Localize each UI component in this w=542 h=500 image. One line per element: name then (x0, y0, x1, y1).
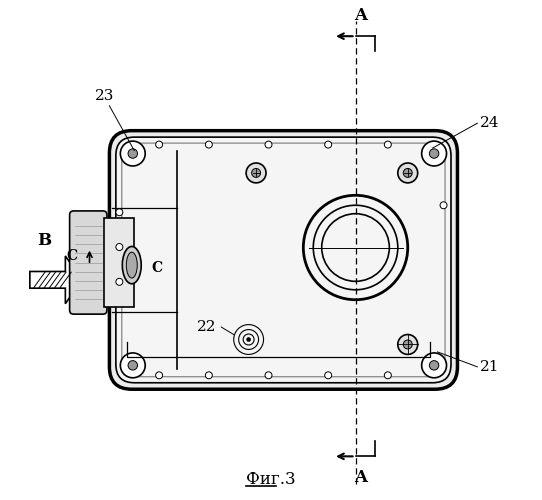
Circle shape (156, 372, 163, 379)
Circle shape (156, 141, 163, 148)
Circle shape (429, 149, 439, 158)
Ellipse shape (126, 252, 137, 278)
Text: C: C (152, 260, 163, 274)
Circle shape (422, 353, 447, 378)
Circle shape (265, 141, 272, 148)
Circle shape (116, 278, 123, 285)
Circle shape (246, 163, 266, 183)
Text: 21: 21 (480, 360, 499, 374)
FancyBboxPatch shape (109, 130, 457, 389)
FancyBboxPatch shape (69, 211, 107, 314)
Circle shape (205, 141, 212, 148)
Circle shape (398, 163, 418, 183)
Ellipse shape (122, 246, 141, 284)
Circle shape (247, 338, 250, 342)
Text: A: A (354, 469, 367, 486)
Circle shape (325, 372, 332, 379)
FancyBboxPatch shape (116, 137, 451, 383)
Circle shape (429, 360, 439, 370)
Circle shape (128, 149, 138, 158)
Circle shape (325, 141, 332, 148)
Circle shape (251, 168, 261, 177)
Text: 23: 23 (95, 90, 114, 104)
Circle shape (265, 372, 272, 379)
Bar (105, 218, 134, 306)
Circle shape (384, 141, 391, 148)
Circle shape (120, 353, 145, 378)
Text: 22: 22 (197, 320, 216, 334)
Circle shape (120, 141, 145, 166)
Text: 24: 24 (480, 116, 499, 130)
Text: B: B (37, 232, 51, 248)
Text: A: A (354, 7, 367, 24)
Circle shape (116, 208, 123, 216)
Circle shape (403, 340, 412, 349)
Circle shape (384, 372, 391, 379)
Circle shape (128, 360, 138, 370)
Circle shape (398, 334, 418, 354)
Text: Фиг.3: Фиг.3 (246, 470, 296, 488)
Circle shape (422, 141, 447, 166)
Circle shape (205, 372, 212, 379)
Circle shape (440, 202, 447, 208)
Circle shape (116, 244, 123, 250)
Circle shape (403, 168, 412, 177)
Text: C: C (66, 249, 77, 263)
